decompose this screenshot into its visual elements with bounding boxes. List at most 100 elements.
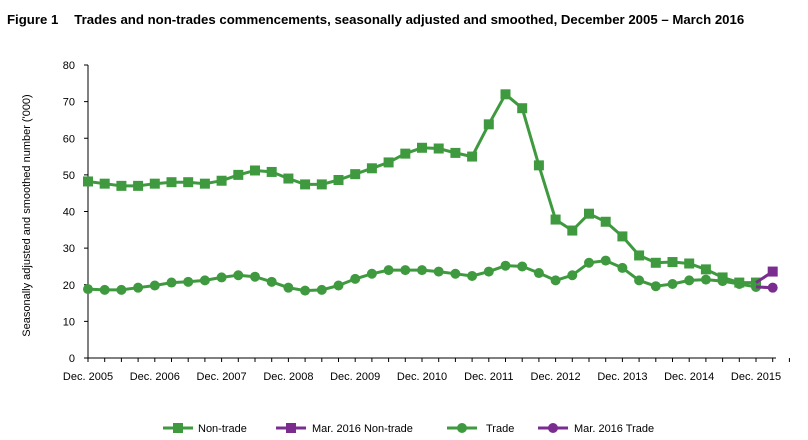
y-tick-label: 40 xyxy=(63,207,75,219)
data-point xyxy=(400,265,411,276)
data-point xyxy=(316,284,327,295)
chart-legend: Non-trade Mar. 2016 Non-trade Trade Mar. 20… xyxy=(163,423,654,435)
data-point xyxy=(767,266,778,277)
y-tick-label: 0 xyxy=(69,353,75,365)
y-tick-label: 70 xyxy=(63,97,75,109)
data-point xyxy=(767,282,778,293)
x-tick-label: Dec. 2011 xyxy=(464,371,513,383)
data-point xyxy=(450,147,461,158)
data-point xyxy=(634,250,645,261)
data-point xyxy=(450,268,461,279)
data-point xyxy=(417,142,427,153)
data-point xyxy=(99,284,110,295)
data-point xyxy=(166,277,177,288)
data-point xyxy=(250,271,260,282)
data-point xyxy=(116,284,127,295)
data-point xyxy=(700,274,711,285)
series-line xyxy=(87,92,756,285)
data-point xyxy=(617,262,628,273)
data-point xyxy=(584,208,594,219)
data-point xyxy=(99,178,110,189)
data-point xyxy=(149,280,160,291)
data-point xyxy=(266,166,277,177)
data-point xyxy=(350,273,361,284)
figure-number: Figure 1 xyxy=(7,12,59,27)
legend-marker xyxy=(173,423,183,433)
data-point xyxy=(617,231,628,242)
data-point xyxy=(417,265,427,276)
series-mar-2016-non-trade xyxy=(755,266,778,284)
series-non-trade xyxy=(83,89,761,288)
series-trade xyxy=(83,255,761,296)
chart-series xyxy=(83,89,778,296)
y-tick-label: 10 xyxy=(63,316,75,328)
data-point xyxy=(517,103,528,114)
data-point xyxy=(634,275,645,286)
x-tick-label: Dec. 2013 xyxy=(597,371,647,383)
data-point xyxy=(283,282,294,293)
figure-title: Figure 1 Trades and non-trades commenceme… xyxy=(7,12,744,27)
data-point xyxy=(483,119,494,130)
x-tick-label: Dec. 2014 xyxy=(664,371,714,383)
data-point xyxy=(233,270,244,281)
data-point xyxy=(433,266,444,277)
y-tick-label: 80 xyxy=(63,60,75,72)
data-point xyxy=(467,270,478,281)
y-tick-label: 50 xyxy=(63,170,75,182)
legend-marker xyxy=(457,423,467,433)
data-point xyxy=(133,282,144,293)
data-point xyxy=(400,148,411,159)
data-point xyxy=(183,276,194,287)
data-point xyxy=(216,272,227,283)
x-tick-label: Dec. 2005 xyxy=(63,371,113,383)
x-tick-label: Dec. 2007 xyxy=(197,371,247,383)
x-tick-label: Dec. 2006 xyxy=(130,371,180,383)
data-point xyxy=(684,275,695,286)
legend-item: Trade xyxy=(447,423,514,435)
data-point xyxy=(550,275,561,286)
data-point xyxy=(517,261,528,272)
data-point xyxy=(667,257,678,268)
y-tick-label: 60 xyxy=(63,133,75,145)
legend-label: Trade xyxy=(486,423,514,435)
x-tick-label: Dec. 2012 xyxy=(531,371,581,383)
legend-label: Mar. 2016 Trade xyxy=(574,423,654,435)
data-point xyxy=(600,216,611,227)
data-point xyxy=(383,265,394,276)
data-point xyxy=(567,225,578,236)
data-point xyxy=(133,180,144,191)
data-point xyxy=(250,165,260,176)
data-point xyxy=(83,284,93,295)
data-point xyxy=(533,268,544,279)
chart-axes: 0 10 20 30 40 50 60 70 80 Dec. 2005 Dec. 2006 Dec. … xyxy=(21,60,790,383)
data-point xyxy=(650,257,661,268)
x-tick-label: Dec. 2010 xyxy=(397,371,447,383)
data-point xyxy=(467,151,478,162)
data-point xyxy=(216,175,227,186)
legend-marker xyxy=(286,423,296,433)
data-point xyxy=(650,281,661,292)
data-point xyxy=(684,258,695,269)
data-point xyxy=(700,264,711,275)
data-point xyxy=(483,266,494,277)
legend-label: Mar. 2016 Non-trade xyxy=(312,423,413,435)
data-point xyxy=(366,163,377,174)
data-point xyxy=(316,179,327,190)
data-point xyxy=(550,214,561,225)
data-point xyxy=(333,280,344,291)
x-tick-label: Dec. 2008 xyxy=(263,371,313,383)
data-point xyxy=(584,257,594,268)
data-point xyxy=(500,89,511,100)
figure-title-text: Trades and non-trades commencements, sea… xyxy=(74,12,745,27)
legend-marker xyxy=(548,423,558,433)
data-point xyxy=(500,260,511,271)
data-point xyxy=(166,177,177,188)
data-point xyxy=(149,178,160,189)
data-point xyxy=(199,275,210,286)
data-point xyxy=(717,276,728,287)
data-point xyxy=(350,169,361,180)
data-point xyxy=(183,177,194,188)
data-point xyxy=(366,268,377,279)
legend-label: Non-trade xyxy=(198,423,247,435)
